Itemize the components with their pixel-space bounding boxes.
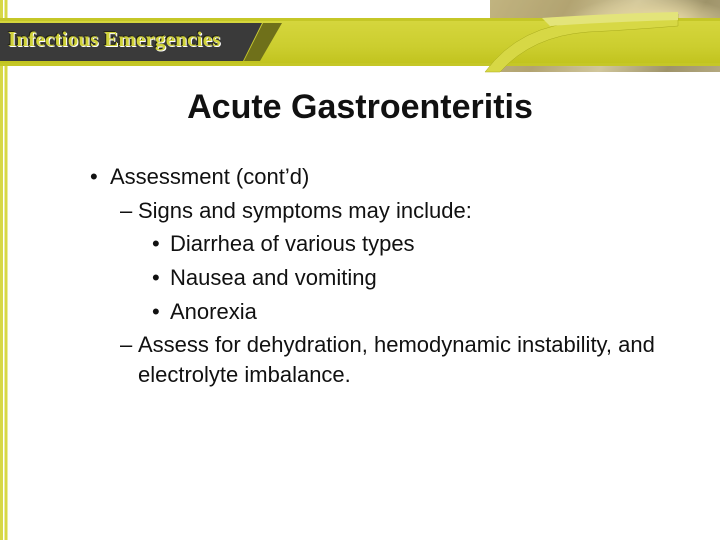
bullet-level3: Anorexia — [90, 297, 660, 327]
slide-body: Assessment (cont’d) Signs and symptoms m… — [90, 162, 660, 394]
slide-heading: Acute Gastroenteritis — [0, 88, 720, 127]
bullet-level2: Assess for dehydration, hemodynamic inst… — [90, 330, 660, 389]
bullet-level1: Assessment (cont’d) — [90, 162, 660, 192]
bullet-level2: Signs and symptoms may include: — [90, 196, 660, 226]
slide: Infectious Emergencies Acute Gastroenter… — [0, 0, 720, 540]
header-bar: Infectious Emergencies — [0, 18, 720, 72]
bullet-level3: Diarrhea of various types — [90, 229, 660, 259]
header-swoosh-icon — [480, 12, 680, 76]
bullet-level3: Nausea and vomiting — [90, 263, 660, 293]
left-stripe-decoration — [0, 0, 9, 540]
section-title: Infectious Emergencies — [8, 27, 221, 52]
